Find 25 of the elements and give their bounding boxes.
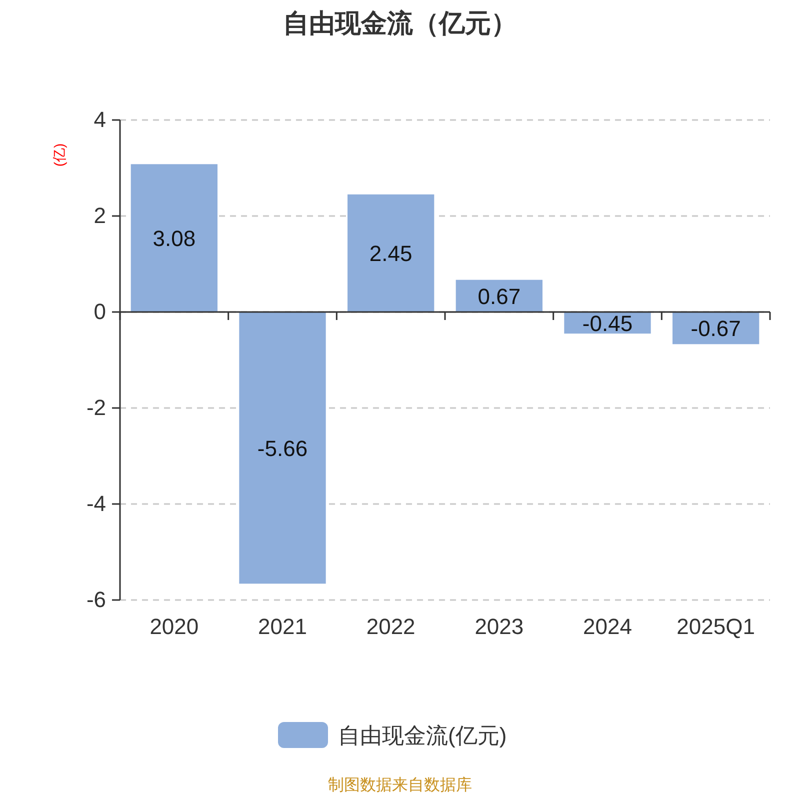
data-label: -5.66 (257, 436, 308, 461)
data-label: -0.67 (690, 316, 741, 342)
y-tick-label: 4 (94, 107, 106, 132)
x-tick-label: 2023 (474, 614, 524, 639)
x-tick-label: 2024 (583, 614, 632, 639)
data-label: 3.08 (152, 226, 196, 252)
legend-label: 自由现金流(亿元) (338, 723, 507, 748)
y-tick-label: -4 (86, 491, 106, 516)
y-tick-label: -2 (86, 395, 106, 420)
x-tick-label: 2020 (150, 614, 199, 639)
y-tick-label: 2 (94, 203, 106, 228)
bar (239, 312, 326, 584)
data-label: -0.45 (582, 310, 633, 336)
x-tick-label: 2021 (258, 614, 307, 639)
bar (348, 194, 434, 312)
text: 制图数据来自数据库 (328, 776, 472, 794)
data-label: 0.67 (478, 284, 521, 309)
x-tick-label: 2025Q1 (676, 614, 755, 639)
y-axis-title: (亿) (51, 143, 67, 167)
chart-title: 自由现金流（亿元） (283, 8, 517, 38)
data-label: 2.45 (369, 241, 412, 266)
y-tick-label: 0 (94, 299, 106, 324)
x-tick-label: 2022 (366, 614, 416, 639)
bar (130, 164, 218, 312)
y-tick-label: -6 (86, 587, 106, 612)
